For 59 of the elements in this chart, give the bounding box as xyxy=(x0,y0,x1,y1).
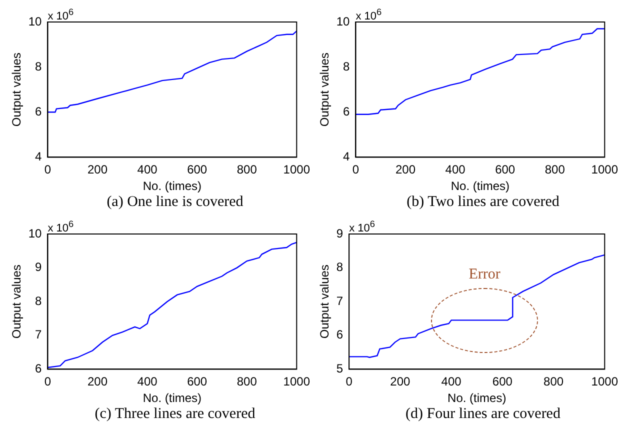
y-tick-label: 5 xyxy=(336,362,344,376)
x-tick-label: 400 xyxy=(441,374,462,389)
x-tick-label: 1000 xyxy=(283,162,310,177)
y-tick-label: 9 xyxy=(35,260,42,274)
annotation: x 10$^{6}$ xyxy=(48,219,74,235)
x-axis-title: No. (times) xyxy=(450,179,510,194)
text: (c) Three lines are covered xyxy=(94,406,256,423)
y-axis-title: Output values xyxy=(10,52,24,127)
y-tick-label: 4 xyxy=(35,150,42,164)
x-axis-title: No. (times) xyxy=(142,179,202,194)
x-tick-label: 800 xyxy=(544,374,564,389)
y-tick-label: 9 xyxy=(336,226,344,240)
y-tick-label: 8 xyxy=(343,59,350,74)
x-tick-label: 0 xyxy=(352,162,360,177)
x-tick-label: 1000 xyxy=(591,374,618,389)
text: (b) Two lines are covered xyxy=(406,194,560,211)
y-axis-title: Output values xyxy=(10,264,24,339)
annotation: x 10$^{6}$ xyxy=(48,7,74,23)
y-tick-label: 10 xyxy=(28,14,42,28)
y-tick-label: 6 xyxy=(336,328,344,342)
x-tick-label: 200 xyxy=(88,162,108,177)
x-tick-label: 200 xyxy=(88,374,108,389)
y-tick-label: 8 xyxy=(336,260,344,274)
text: (a) One line is covered xyxy=(106,194,244,211)
x-tick-label: 800 xyxy=(544,162,566,177)
x-tick-label: 600 xyxy=(187,374,208,389)
x-tick-label: 200 xyxy=(396,162,416,177)
x-tick-label: 800 xyxy=(236,374,258,389)
x-tick-label: 0 xyxy=(44,162,52,177)
annotation: Error xyxy=(468,266,500,284)
annotation: x 10$^{6}$ xyxy=(356,7,382,23)
x-tick-label: 400 xyxy=(137,162,158,177)
y-axis-title: Output values xyxy=(318,52,332,127)
x-tick-label: 600 xyxy=(492,374,513,389)
x-tick-label: 400 xyxy=(445,162,466,177)
x-axis-title: No. (times) xyxy=(448,391,506,406)
x-tick-label: 1000 xyxy=(283,374,310,389)
y-tick-label: 6 xyxy=(35,362,42,376)
y-tick-label: 10 xyxy=(336,14,350,28)
text: (d) Four lines are covered xyxy=(404,406,562,423)
x-tick-label: 0 xyxy=(346,374,353,389)
x-axis-title: No. (times) xyxy=(142,391,202,406)
y-tick-label: 7 xyxy=(35,328,42,342)
x-tick-label: 1000 xyxy=(591,162,618,177)
y-tick-label: 6 xyxy=(343,104,350,118)
y-tick-label: 10 xyxy=(28,226,42,240)
y-tick-label: 4 xyxy=(343,150,350,164)
x-tick-label: 600 xyxy=(495,162,516,177)
y-tick-label: 6 xyxy=(35,104,42,118)
x-tick-label: 600 xyxy=(187,162,208,177)
x-tick-label: 400 xyxy=(137,374,158,389)
y-tick-label: 8 xyxy=(35,59,42,74)
y-tick-label: 8 xyxy=(35,294,42,308)
annotation: x 10$^{6}$ xyxy=(349,219,375,235)
x-tick-label: 200 xyxy=(390,374,411,389)
x-tick-label: 800 xyxy=(236,162,258,177)
y-axis-title: Output values xyxy=(318,264,332,339)
x-tick-label: 0 xyxy=(44,374,52,389)
y-tick-label: 7 xyxy=(336,294,344,308)
